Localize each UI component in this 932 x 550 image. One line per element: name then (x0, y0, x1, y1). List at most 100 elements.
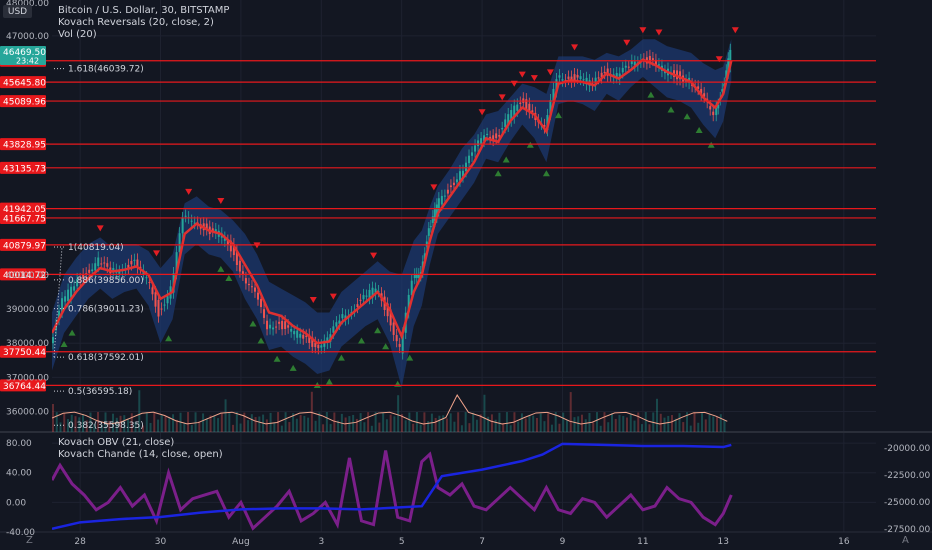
volume-bar (550, 424, 553, 432)
level-label: 37750.44 (3, 348, 46, 358)
candle-body (299, 333, 302, 338)
candle-body (88, 269, 91, 273)
buy-reversal-marker (695, 126, 703, 133)
volume-bar (464, 412, 467, 432)
candle-body (398, 344, 401, 347)
indicator-kovach-chande[interactable]: Kovach Chande (14, close, open) (58, 449, 223, 460)
volume-bar (517, 421, 520, 432)
volume-bar (172, 414, 175, 432)
volume-bar (359, 413, 362, 432)
candle-body (281, 320, 284, 330)
candle-body (214, 229, 217, 233)
volume-bar (640, 424, 643, 432)
buy-reversal-marker (647, 91, 655, 98)
sub-left-tick-label: -40.00 (6, 528, 35, 538)
sell-reversal-marker (430, 184, 438, 191)
volume-bar (198, 421, 201, 432)
price-tick-label: 36000.00 (6, 408, 49, 418)
candle-body (266, 320, 269, 330)
volume-bar (445, 418, 448, 432)
candle-body (157, 300, 160, 317)
candle-body (154, 292, 157, 307)
candle-body (618, 73, 621, 79)
candle-body (94, 263, 97, 271)
buy-reversal-marker (554, 112, 562, 119)
buy-reversal-marker (542, 170, 550, 177)
indicator-volume[interactable]: Vol (20) (58, 29, 97, 40)
volume-bar (565, 420, 568, 432)
volume-bar (701, 412, 704, 432)
level-label-bg (0, 138, 46, 151)
volume-bar (314, 420, 317, 432)
volume-bar (74, 416, 77, 432)
candle-body (561, 79, 564, 81)
candle-body (127, 264, 130, 269)
candle-body (725, 70, 728, 79)
level-label-bg (0, 202, 46, 215)
candle-body (483, 135, 486, 141)
auto-scale-button[interactable]: A (902, 535, 909, 546)
volume-bar (644, 412, 647, 432)
candle-body (407, 294, 410, 313)
candle-body (232, 244, 235, 256)
volume-bar (310, 391, 313, 432)
volume-bar (509, 425, 512, 432)
candle-body (576, 74, 579, 78)
candle-body (389, 309, 392, 326)
candle-body (417, 274, 420, 279)
indicator-kovach-obv[interactable]: Kovach OBV (21, close) (58, 437, 175, 448)
volume-bar (243, 412, 246, 432)
volume-bar (378, 422, 381, 432)
volume-bar (434, 417, 437, 432)
volume-bar (288, 422, 291, 432)
sell-reversal-marker (530, 75, 538, 82)
candle-body (284, 321, 287, 329)
candle-body (486, 133, 489, 136)
candle-body (184, 215, 187, 217)
sell-reversal-marker (96, 225, 104, 232)
candle-body (386, 303, 389, 317)
main-pane (52, 27, 739, 432)
volume-bar (329, 424, 332, 432)
candle-body (449, 185, 452, 188)
candle-body (516, 104, 519, 111)
volume-bar (554, 412, 557, 432)
level-label: 36764.44 (3, 382, 46, 392)
candle-body (615, 73, 618, 78)
fib-level-label: 1.618(46039.72) (68, 65, 144, 75)
candle-body (163, 304, 166, 306)
buy-reversal-marker (683, 113, 691, 120)
current-price-bg (0, 45, 46, 65)
candle-body (465, 162, 468, 172)
volume-bar (457, 412, 460, 432)
zoom-reset-button[interactable]: Z (26, 535, 33, 546)
volume-bar (303, 415, 306, 432)
candle-body (374, 288, 377, 294)
level-label: 40879.97 (3, 241, 46, 251)
volume-bar (397, 395, 400, 432)
candle-body (446, 189, 449, 194)
indicator-kovach-reversals[interactable]: Kovach Reversals (20, close, 2) (58, 17, 214, 28)
volume-bar (220, 413, 223, 432)
volume-bar (569, 392, 572, 432)
candle-body (100, 263, 103, 265)
candle-body (326, 337, 329, 343)
volume-bar (149, 422, 152, 432)
candle-body (223, 237, 226, 241)
volume-bar (67, 419, 70, 432)
volume-bar (532, 415, 535, 432)
candle-body (272, 327, 275, 330)
candle-body (160, 308, 163, 310)
candle-body (238, 260, 241, 272)
candle-body (359, 299, 362, 301)
volume-bar (153, 412, 156, 432)
candle-body (260, 299, 263, 308)
volume-bar (562, 412, 565, 432)
level-label: 41667.75 (3, 214, 46, 224)
sub-pane (52, 442, 733, 531)
volume-bar (239, 423, 242, 432)
volume-bar (592, 422, 595, 432)
fib-level-label: 1(40819.04) (68, 243, 124, 253)
currency-button[interactable]: USD (3, 5, 32, 18)
